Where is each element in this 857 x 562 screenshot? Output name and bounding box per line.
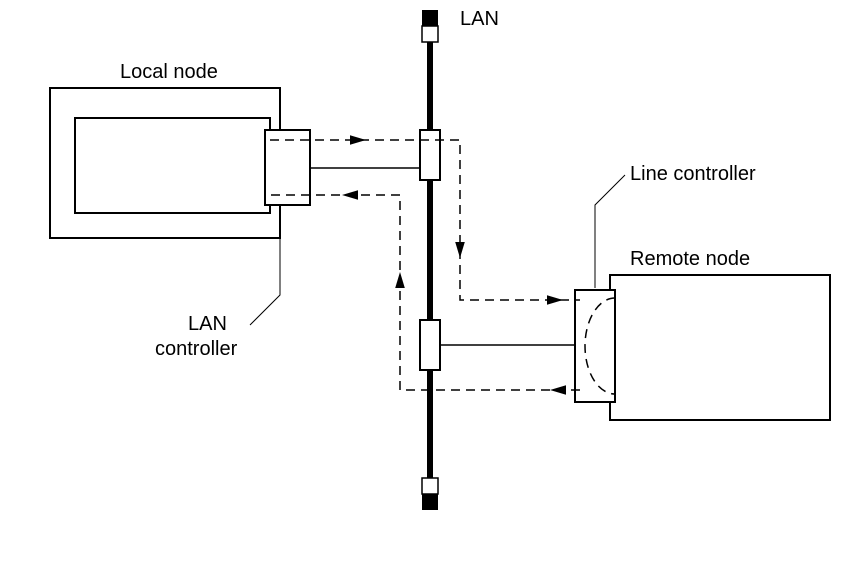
- lan-terminator-bottom-outer: [422, 494, 438, 510]
- label-lan-controller-2: controller: [155, 338, 238, 360]
- lan-controller-box: [265, 130, 310, 205]
- local-node-inner-box: [75, 118, 270, 213]
- label-remote-node: Remote node: [630, 248, 750, 270]
- lan-terminator-top-outer: [422, 10, 438, 26]
- lan-tap-lower: [420, 320, 440, 370]
- callout-line-controller: [595, 175, 625, 288]
- arrow-out_c: [547, 295, 563, 305]
- callout-lan-controller: [250, 210, 280, 325]
- arrow-out_b: [455, 242, 465, 258]
- lan-terminator-bottom-inner: [422, 478, 438, 494]
- label-lan-controller-1: LAN: [188, 313, 227, 335]
- label-local-node: Local node: [120, 61, 218, 83]
- arrow-in_c: [342, 190, 358, 200]
- network-diagram: LAN Local node Remote node LAN controller Lin…: [0, 0, 857, 562]
- line-controller-box: [575, 290, 615, 402]
- lan-terminator-top-inner: [422, 26, 438, 42]
- remote-node-box: [610, 275, 830, 420]
- arrow-in_a: [550, 385, 566, 395]
- label-line-controller: Line controller: [630, 163, 756, 185]
- arrow-in_b: [395, 272, 405, 288]
- arrow-out_a: [350, 135, 366, 145]
- label-lan: LAN: [460, 8, 499, 30]
- lan-tap-upper: [420, 130, 440, 180]
